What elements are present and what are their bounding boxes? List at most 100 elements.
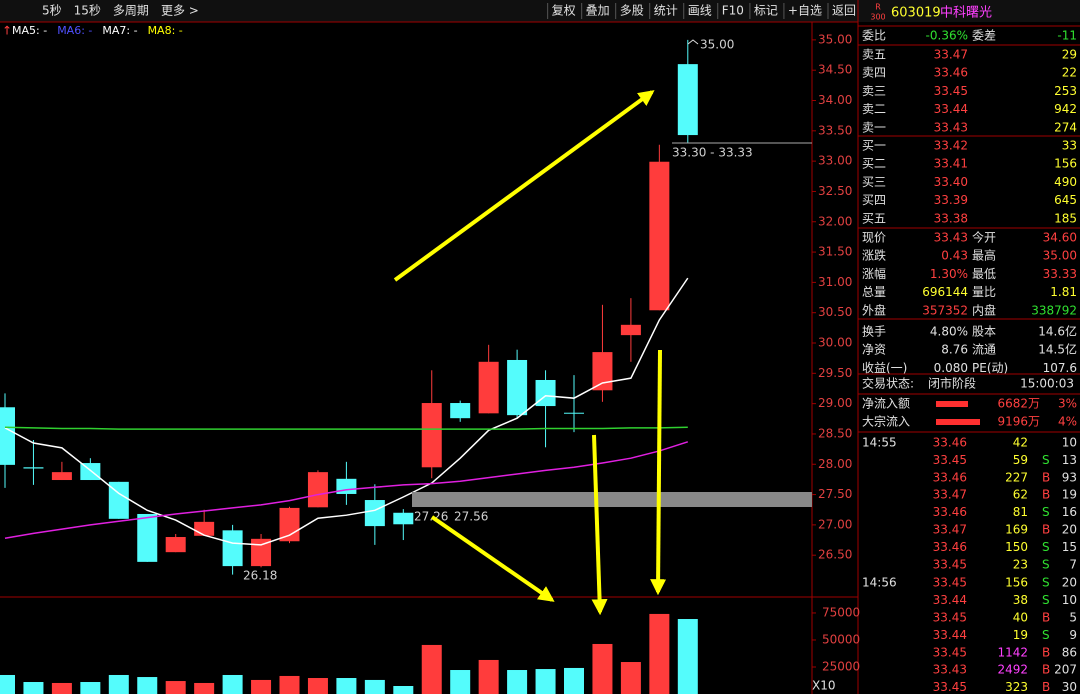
quote-text: 中科曙光 <box>940 6 992 21</box>
quote-text: 81 <box>1013 505 1028 519</box>
quote-text: 今开 <box>972 230 996 245</box>
quote-text: B <box>1042 611 1050 625</box>
quote-text: 闭市阶段 <box>928 376 976 391</box>
annotation: 33.30 - 33.33 <box>672 146 753 160</box>
y-tick-label: 27.00 <box>818 517 852 531</box>
quote-text: 33.44 <box>934 102 968 116</box>
toolbar-button[interactable]: 复权 <box>552 4 576 18</box>
y-tick-label: 28.00 <box>818 457 852 471</box>
y-tick-label: 28.50 <box>818 426 852 440</box>
quote-text: 33.43 <box>934 231 968 245</box>
volume-bar <box>165 681 186 694</box>
quote-text: 14:55 <box>862 436 897 450</box>
arrows <box>393 90 667 616</box>
toolbar-button[interactable]: 返回 <box>832 4 856 18</box>
quote-text: 33.47 <box>933 523 967 537</box>
toolbar-button[interactable]: 多周期 <box>113 4 149 18</box>
quote-text: 1.81 <box>1050 285 1077 299</box>
quote-text: 33.47 <box>934 48 968 62</box>
candle-body <box>23 467 44 469</box>
quote-text: 15 <box>1062 540 1077 554</box>
volume-bar <box>0 674 15 694</box>
quote-text: 股本 <box>972 325 996 339</box>
candle-body <box>507 359 528 416</box>
quote-text: 卖一 <box>862 120 886 134</box>
candle-body <box>478 361 499 414</box>
quote-text: 2492 <box>997 663 1028 677</box>
quote-text: 33.43 <box>933 663 967 677</box>
quote-text: S <box>1042 576 1050 590</box>
quote-text: 93 <box>1062 470 1077 484</box>
volume-bar <box>507 670 528 694</box>
quote-text: 9 <box>1069 628 1077 642</box>
quote-text: 62 <box>1013 488 1028 502</box>
annotation: 26.18 <box>243 569 277 583</box>
plot <box>0 39 698 575</box>
quote-text: 内盘 <box>972 302 996 317</box>
quote-text: 942 <box>1054 102 1077 116</box>
toolbar-button[interactable]: 更多 > <box>161 4 199 18</box>
quote-text: 150 <box>1005 540 1028 554</box>
volume-bar <box>194 682 215 694</box>
toolbar-button[interactable]: 5秒 <box>42 4 62 18</box>
quote-text: 169 <box>1005 523 1028 537</box>
volume-bar <box>393 686 414 694</box>
legend-entry: MA5: - <box>12 24 47 37</box>
quote-text: 买四 <box>862 193 886 207</box>
candle-body <box>620 324 641 336</box>
toolbar-button[interactable]: 标记 <box>754 4 778 18</box>
volume-bar <box>336 678 357 694</box>
quote-text: 7 <box>1069 557 1077 571</box>
toolbar-button[interactable]: F10 <box>722 4 744 18</box>
quote-text: 1.30% <box>930 267 968 281</box>
quote-text: 300 <box>870 13 885 22</box>
y-tick-label: 32.50 <box>818 184 852 198</box>
y-tick-label: 30.50 <box>818 305 852 319</box>
volume-bar <box>51 682 72 694</box>
toolbar-button[interactable]: 画线 <box>688 4 712 18</box>
y-tick-label: 30.00 <box>818 336 852 350</box>
quote-text: 8.76 <box>941 343 968 357</box>
quote-text: 20 <box>1062 576 1077 590</box>
volume-bar <box>279 675 300 694</box>
toolbar-button[interactable]: +自选 <box>788 4 822 18</box>
quote-text: 33.46 <box>933 436 967 450</box>
flow-bar <box>936 401 968 407</box>
quote-text: 33.47 <box>933 488 967 502</box>
candle-body <box>421 403 442 468</box>
volume-bar <box>478 659 499 694</box>
quote-text: 86 <box>1062 645 1077 659</box>
toolbar-button[interactable]: 15秒 <box>74 4 101 18</box>
toolbar-button[interactable]: 统计 <box>654 4 678 18</box>
quote-text: S <box>1042 557 1050 571</box>
quote-text: 0.43 <box>941 249 968 263</box>
quote-text: 33.46 <box>934 66 968 80</box>
quote-text: 14:56 <box>862 576 897 590</box>
quote-text: 33.45 <box>933 680 967 694</box>
quote-text: 338792 <box>1031 303 1077 317</box>
flow-bar <box>936 419 980 425</box>
y-tick-label: 33.00 <box>818 154 852 168</box>
quote-text: R <box>875 3 881 12</box>
quote-text: S <box>1042 540 1050 554</box>
candle-body <box>393 512 414 525</box>
volume-unit: X10 <box>812 679 836 693</box>
quote-text: 19 <box>1013 628 1028 642</box>
quote-text: 收益(一) <box>862 361 907 375</box>
volume-bar <box>222 674 243 694</box>
quote-text: 40 <box>1013 611 1028 625</box>
candle-body <box>194 521 215 536</box>
quote-text: 买一 <box>862 139 886 153</box>
candle-body <box>251 538 272 567</box>
gap-band <box>412 492 812 507</box>
toolbar-button[interactable]: 多股 <box>620 4 644 18</box>
volume-bar <box>251 679 272 694</box>
quote-text: 净流入额 <box>862 397 910 411</box>
quote-text: 现价 <box>862 231 886 245</box>
quote-text: 34.60 <box>1043 231 1077 245</box>
ma-line <box>4 441 689 539</box>
quote-text: 33.44 <box>933 628 967 642</box>
quote-text: 10 <box>1062 593 1077 607</box>
toolbar-button[interactable]: 叠加 <box>586 4 610 18</box>
quote-text: 33.40 <box>934 175 968 189</box>
